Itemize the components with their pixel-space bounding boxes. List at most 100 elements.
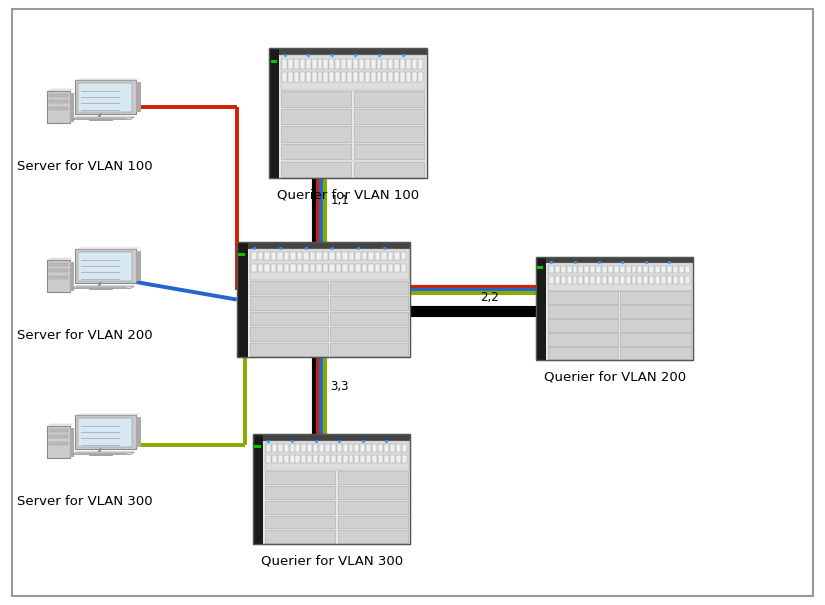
Bar — [284, 444, 289, 452]
Bar — [89, 117, 112, 120]
Polygon shape — [75, 413, 141, 415]
Bar — [366, 455, 371, 463]
Bar — [301, 455, 306, 463]
Bar — [307, 455, 312, 463]
Bar — [325, 444, 330, 452]
Bar — [361, 444, 365, 452]
Bar — [590, 276, 595, 284]
Bar — [620, 347, 691, 359]
Bar — [549, 276, 554, 284]
Bar — [667, 266, 672, 273]
Bar — [400, 59, 405, 68]
Bar — [372, 444, 377, 452]
Bar — [269, 48, 427, 178]
Bar — [49, 263, 68, 266]
Bar — [573, 276, 578, 284]
Bar — [49, 269, 68, 272]
Bar — [323, 264, 328, 272]
Bar — [331, 444, 336, 452]
Text: Querier for VLAN 300: Querier for VLAN 300 — [261, 555, 403, 567]
Bar — [679, 276, 684, 284]
Bar — [318, 72, 323, 82]
Bar — [314, 455, 318, 463]
Bar — [335, 72, 340, 82]
Bar — [47, 260, 70, 292]
Bar — [272, 444, 277, 452]
Bar — [309, 264, 315, 272]
Bar — [319, 444, 324, 452]
Bar — [349, 264, 354, 272]
Bar — [279, 48, 427, 56]
Bar — [280, 91, 351, 107]
Bar — [661, 276, 666, 284]
Polygon shape — [47, 424, 74, 426]
Text: Querier for VLAN 200: Querier for VLAN 200 — [544, 371, 686, 384]
Bar — [353, 59, 358, 68]
Bar — [264, 264, 270, 272]
Bar — [325, 455, 330, 463]
Bar — [390, 455, 394, 463]
Bar — [337, 515, 408, 529]
Bar — [342, 252, 347, 260]
Bar — [679, 266, 684, 273]
Bar — [329, 252, 335, 260]
Bar — [537, 266, 544, 269]
Polygon shape — [73, 286, 134, 289]
Bar — [252, 434, 411, 544]
Bar — [75, 80, 136, 114]
Text: 2,2: 2,2 — [480, 291, 498, 304]
Bar — [49, 429, 68, 432]
Bar — [602, 276, 607, 284]
Bar — [632, 276, 636, 284]
Bar — [290, 455, 295, 463]
Bar — [548, 347, 618, 359]
Bar — [608, 266, 613, 273]
Text: Querier for VLAN 100: Querier for VLAN 100 — [276, 189, 419, 201]
Bar — [368, 252, 374, 260]
Bar — [548, 306, 618, 318]
Bar — [312, 72, 317, 82]
Bar — [667, 276, 672, 284]
Bar — [375, 252, 380, 260]
Bar — [548, 333, 618, 345]
Bar — [632, 266, 636, 273]
Bar — [361, 264, 367, 272]
Bar — [257, 264, 263, 272]
Bar — [608, 276, 613, 284]
Bar — [307, 444, 312, 452]
Bar — [294, 72, 299, 82]
Bar — [406, 72, 411, 82]
Bar — [655, 276, 660, 284]
Bar — [354, 91, 424, 107]
Bar — [555, 266, 560, 273]
Bar — [288, 59, 293, 68]
Bar — [70, 262, 74, 291]
Bar — [376, 59, 381, 68]
Bar — [394, 59, 399, 68]
Bar — [372, 455, 377, 463]
Bar — [294, 59, 299, 68]
Bar — [49, 435, 68, 439]
Bar — [297, 264, 302, 272]
Bar — [290, 264, 295, 272]
Bar — [400, 72, 405, 82]
Bar — [381, 252, 387, 260]
Bar — [304, 252, 309, 260]
Bar — [316, 252, 322, 260]
Bar — [248, 249, 411, 358]
Bar — [368, 264, 374, 272]
Bar — [354, 144, 424, 159]
Bar — [299, 59, 304, 68]
Bar — [370, 72, 375, 82]
Bar — [280, 126, 351, 142]
Bar — [237, 242, 411, 358]
Bar — [546, 263, 694, 361]
Bar — [342, 72, 346, 82]
Bar — [266, 455, 271, 463]
Bar — [301, 444, 306, 452]
Bar — [673, 266, 677, 273]
Bar — [278, 455, 283, 463]
Bar — [337, 444, 342, 452]
Bar — [383, 72, 388, 82]
Bar — [323, 252, 328, 260]
